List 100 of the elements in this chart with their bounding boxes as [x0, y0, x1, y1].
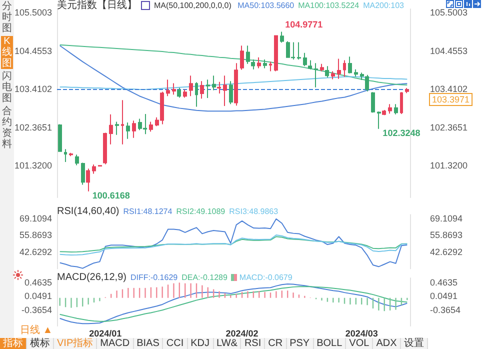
- candlestick: [348, 56, 352, 74]
- y2-tick-label: 102.3651: [430, 122, 468, 132]
- candlestick: [263, 59, 267, 69]
- text: BOLL: [314, 338, 346, 349]
- text: 横标: [27, 338, 54, 349]
- text: PSY: [286, 338, 314, 349]
- y2-tick-label: 42.6292: [430, 246, 463, 257]
- candlestick: [229, 80, 233, 105]
- candlestick: [320, 63, 324, 72]
- text: KDJ: [188, 338, 214, 349]
- y2-tick-label: 55.8693: [430, 230, 463, 240]
- candlestick: [274, 35, 278, 72]
- y-tick-label: 0.0491: [24, 291, 52, 302]
- candlestick: [223, 75, 227, 106]
- text: LW&: [214, 338, 242, 349]
- y-tick-label: 104.4553: [14, 46, 52, 56]
- x-tick-label: 2024/02: [226, 328, 258, 338]
- text: 设置: [400, 338, 428, 349]
- ref-line-label: 103.3971: [432, 94, 470, 105]
- candlestick: [308, 60, 312, 70]
- candlestick: [149, 121, 153, 132]
- candlestick: [217, 81, 221, 94]
- text: BIAS: [134, 338, 164, 349]
- text: 闪电图: [1, 71, 13, 104]
- text: 指标: [0, 338, 27, 349]
- candlestick: [280, 31, 284, 44]
- candlestick: [200, 80, 204, 100]
- text: K线图: [1, 36, 13, 69]
- candlestick: [132, 120, 136, 138]
- candlestick: [121, 100, 124, 145]
- candlestick: [109, 114, 113, 145]
- candlestick: [354, 68, 358, 78]
- candlestick: [337, 58, 341, 80]
- candlestick: [206, 79, 210, 98]
- candlestick: [183, 89, 187, 98]
- candlestick: [166, 79, 170, 97]
- text: 分时图: [1, 1, 13, 34]
- y2-tick-label: 0.0491: [430, 291, 458, 302]
- candlestick: [64, 148, 67, 162]
- x-tick-label: 2024/03: [345, 328, 378, 338]
- candlestick: [195, 82, 198, 108]
- y2-tick-label: 104.4553: [430, 46, 468, 56]
- y2-tick-label: 0.4635: [430, 278, 458, 288]
- chart-subtitle: MA(50,100,200,0,0,0): [154, 0, 232, 11]
- y-tick-label: 0.4635: [24, 278, 52, 288]
- candlestick: [382, 110, 386, 116]
- chart-title: RSI(14,60,40): [57, 206, 120, 217]
- x-tick-label: 2024/01: [89, 328, 122, 338]
- candlestick: [388, 104, 392, 114]
- y-tick-label: 103.4102: [14, 84, 52, 94]
- line-series: [59, 76, 408, 90]
- candlestick: [400, 92, 403, 115]
- candlestick: [314, 62, 318, 88]
- candlestick: [212, 75, 216, 91]
- text: MACD: [97, 338, 134, 349]
- text: VOL: [346, 338, 374, 349]
- text: 100.6168: [92, 190, 130, 200]
- candlestick: [331, 70, 335, 80]
- y-tick-label: 101.3200: [14, 160, 52, 171]
- candlestick: [257, 56, 261, 69]
- candlestick: [86, 168, 90, 192]
- candlestick: [92, 164, 96, 174]
- text: MA50:103.5660: [238, 0, 294, 11]
- candlestick: [377, 110, 381, 130]
- candlestick: [69, 152, 73, 157]
- text: VIP指标: [54, 338, 98, 349]
- candlestick: [343, 60, 346, 78]
- line-series: [59, 44, 408, 86]
- candlestick: [269, 61, 272, 72]
- y-tick-label: 42.6292: [19, 246, 52, 257]
- line-series: [59, 218, 408, 269]
- candlestick: [75, 154, 79, 166]
- candlestick: [405, 88, 409, 94]
- candlestick: [115, 121, 119, 136]
- candlestick: [189, 75, 193, 97]
- candlestick: [251, 59, 255, 70]
- y2-tick-label: 69.1094: [430, 213, 463, 224]
- text: 102.3248: [382, 128, 420, 138]
- y-tick-label: 105.5003: [14, 8, 52, 18]
- legend-label: MACD:-0.0679: [238, 272, 292, 283]
- text: CR: [265, 338, 287, 349]
- y2-tick-label: 103.4102: [430, 84, 468, 94]
- series-label: DEA:-0.1289: [182, 272, 228, 283]
- candlestick: [240, 45, 244, 70]
- text: CCI: [163, 338, 188, 349]
- text: 104.9771: [285, 19, 323, 30]
- candlestick: [126, 122, 130, 140]
- line-series: [59, 45, 408, 112]
- y2-tick-label: 101.3200: [430, 160, 468, 171]
- y-tick-label: 102.3651: [14, 122, 52, 132]
- candlestick: [172, 82, 176, 96]
- text: ADX: [373, 338, 401, 349]
- series-label: DIFF:-0.1629: [130, 272, 178, 283]
- y-tick-label: 55.8693: [19, 230, 52, 240]
- series-label: RSI1:48.1274: [123, 206, 172, 217]
- candlestick: [394, 104, 398, 115]
- y2-tick-label: -0.3654: [430, 304, 461, 315]
- candlestick: [303, 52, 307, 67]
- y-tick-label: -0.3654: [21, 304, 52, 315]
- text: 日线 ▲: [20, 325, 53, 337]
